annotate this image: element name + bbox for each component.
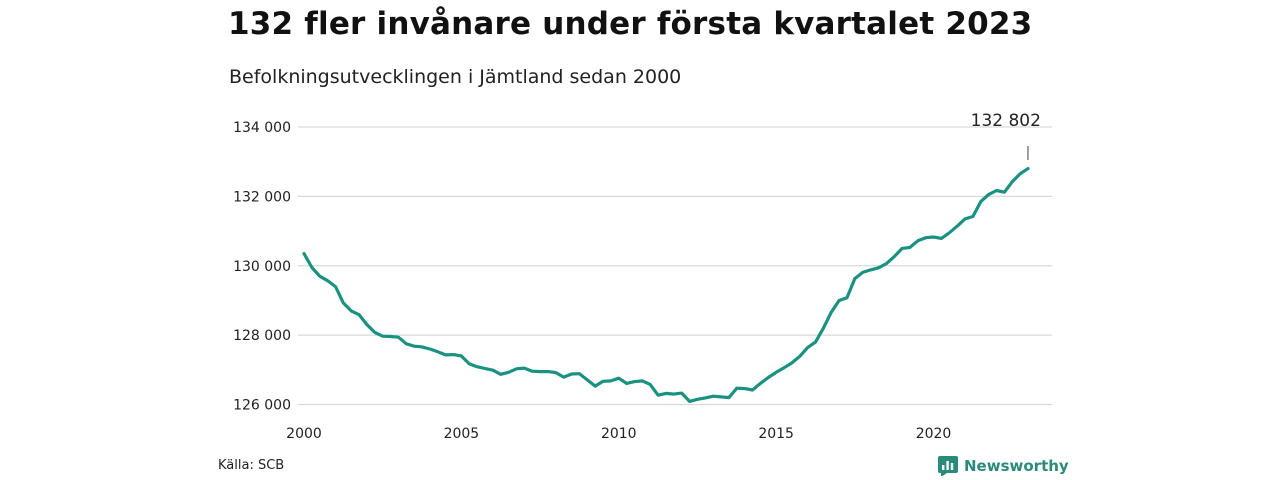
chart-title: 132 fler invånare under första kvartalet… (228, 6, 1033, 42)
x-tick-label: 2020 (916, 426, 952, 442)
y-tick-label: 132 000 (233, 189, 291, 205)
chart-subtitle: Befolkningsutvecklingen i Jämtland sedan… (229, 66, 682, 88)
brand-logo: Newsworthy (938, 456, 1069, 476)
brand-name: Newsworthy (964, 457, 1069, 475)
y-tick-label: 126 000 (233, 398, 291, 414)
last-value-annotation: 132 802 (971, 111, 1041, 131)
x-tick-label: 2000 (286, 426, 322, 442)
x-tick-label: 2005 (444, 426, 480, 442)
x-tick-label: 2015 (758, 426, 794, 442)
y-tick-label: 134 000 (233, 120, 291, 136)
y-tick-label: 130 000 (233, 259, 291, 275)
y-tick-label: 128 000 (233, 328, 291, 344)
newsworthy-logo-icon (938, 456, 958, 476)
source-label: Källa: SCB (218, 458, 285, 473)
x-tick-label: 2010 (601, 426, 637, 442)
population-line (302, 167, 1030, 403)
